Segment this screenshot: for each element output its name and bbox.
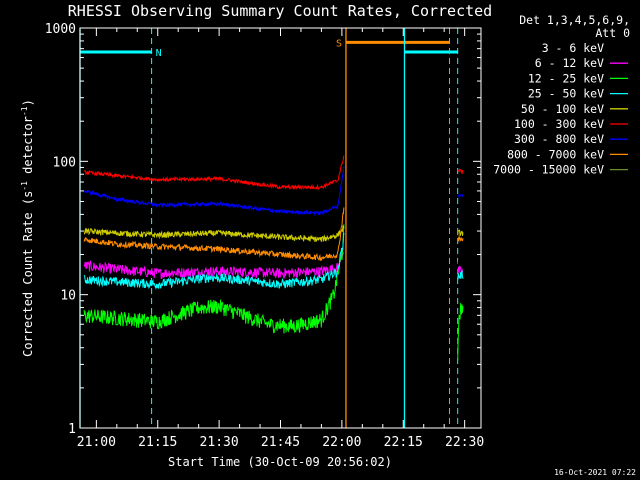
y-tick-label-1: 10 bbox=[60, 289, 76, 304]
series-line-3-seg-1 bbox=[457, 270, 464, 280]
x-tick-label-1: 21:15 bbox=[138, 435, 177, 450]
y-axis-title: Corrected Count Rate (s-1 detector-1) bbox=[20, 99, 35, 357]
series-line-4-seg-0 bbox=[83, 225, 345, 243]
series-line-2-seg-0 bbox=[83, 224, 345, 334]
chart-title: RHESSI Observing Summary Count Rates, Co… bbox=[68, 2, 492, 20]
state-vertical-lines bbox=[79, 28, 459, 428]
y-tick-label-0: 1 bbox=[68, 422, 76, 437]
series-line-0-seg-1 bbox=[457, 257, 464, 271]
legend-label-3: 25 - 50 keV bbox=[528, 87, 604, 101]
y-axis-title-part2: detector bbox=[21, 116, 35, 181]
y-tick-label-3: 1000 bbox=[45, 22, 76, 37]
x-tick-label-2: 21:30 bbox=[200, 435, 239, 450]
legend-label-8: 7000 - 15000 keV bbox=[493, 163, 604, 177]
legend-header-line2: Att 0 bbox=[595, 26, 630, 40]
series-line-5-seg-0 bbox=[83, 155, 345, 191]
series-line-4-seg-1 bbox=[457, 229, 464, 237]
legend-label-1: 6 - 12 keV bbox=[535, 56, 604, 70]
legend-header-line1: Det 1,3,4,5,6,9, bbox=[519, 13, 630, 27]
legend-label-5: 100 - 300 keV bbox=[514, 117, 604, 131]
y-tick-labels: 1 10 100 1000 bbox=[45, 22, 76, 437]
x-tick-labels: 21:00 21:15 21:30 21:45 22:00 22:15 22:30 bbox=[77, 435, 484, 450]
series-line-2-seg-1 bbox=[457, 302, 464, 361]
series-line-6-seg-1 bbox=[457, 193, 464, 200]
legend-label-4: 50 - 100 keV bbox=[521, 102, 604, 116]
y-axis-title-part3: ) bbox=[21, 99, 35, 106]
series-line-6-seg-0 bbox=[83, 166, 345, 217]
y-axis-title-sup2: -1 bbox=[20, 106, 29, 116]
footer-timestamp: 16-Oct-2021 07:22 bbox=[554, 468, 636, 477]
y-axis-title-part1: Corrected Count Rate (s bbox=[21, 191, 35, 357]
x-tick-label-4: 22:00 bbox=[322, 435, 361, 450]
legend-label-0: 3 - 6 keV bbox=[542, 41, 604, 55]
state-label-S: S bbox=[336, 38, 342, 49]
state-label-N: N bbox=[156, 48, 162, 59]
series-line-7-seg-0 bbox=[83, 207, 345, 261]
legend-label-7: 800 - 7000 keV bbox=[507, 147, 604, 161]
legend-label-6: 300 - 800 keV bbox=[514, 132, 604, 146]
x-tick-label-5: 22:15 bbox=[384, 435, 423, 450]
x-axis-title: Start Time (30-Oct-09 20:56:02) bbox=[168, 455, 392, 469]
x-tick-label-3: 21:45 bbox=[261, 435, 300, 450]
x-tick-label-6: 22:30 bbox=[445, 435, 484, 450]
series-line-1-seg-1 bbox=[457, 265, 464, 274]
y-axis-title-sup1: -1 bbox=[20, 181, 29, 191]
series-line-3-seg-0 bbox=[83, 232, 345, 290]
instrument-state-bars: NS bbox=[80, 38, 458, 59]
series-line-1-seg-0 bbox=[83, 251, 345, 280]
count-rate-series bbox=[83, 155, 464, 361]
series-line-5-seg-1 bbox=[457, 168, 464, 174]
axis-ticks bbox=[80, 28, 481, 429]
series-line-7-seg-1 bbox=[457, 235, 464, 243]
y-tick-label-2: 100 bbox=[53, 155, 76, 170]
legend-label-2: 12 - 25 keV bbox=[528, 71, 604, 85]
x-tick-label-0: 21:00 bbox=[77, 435, 116, 450]
